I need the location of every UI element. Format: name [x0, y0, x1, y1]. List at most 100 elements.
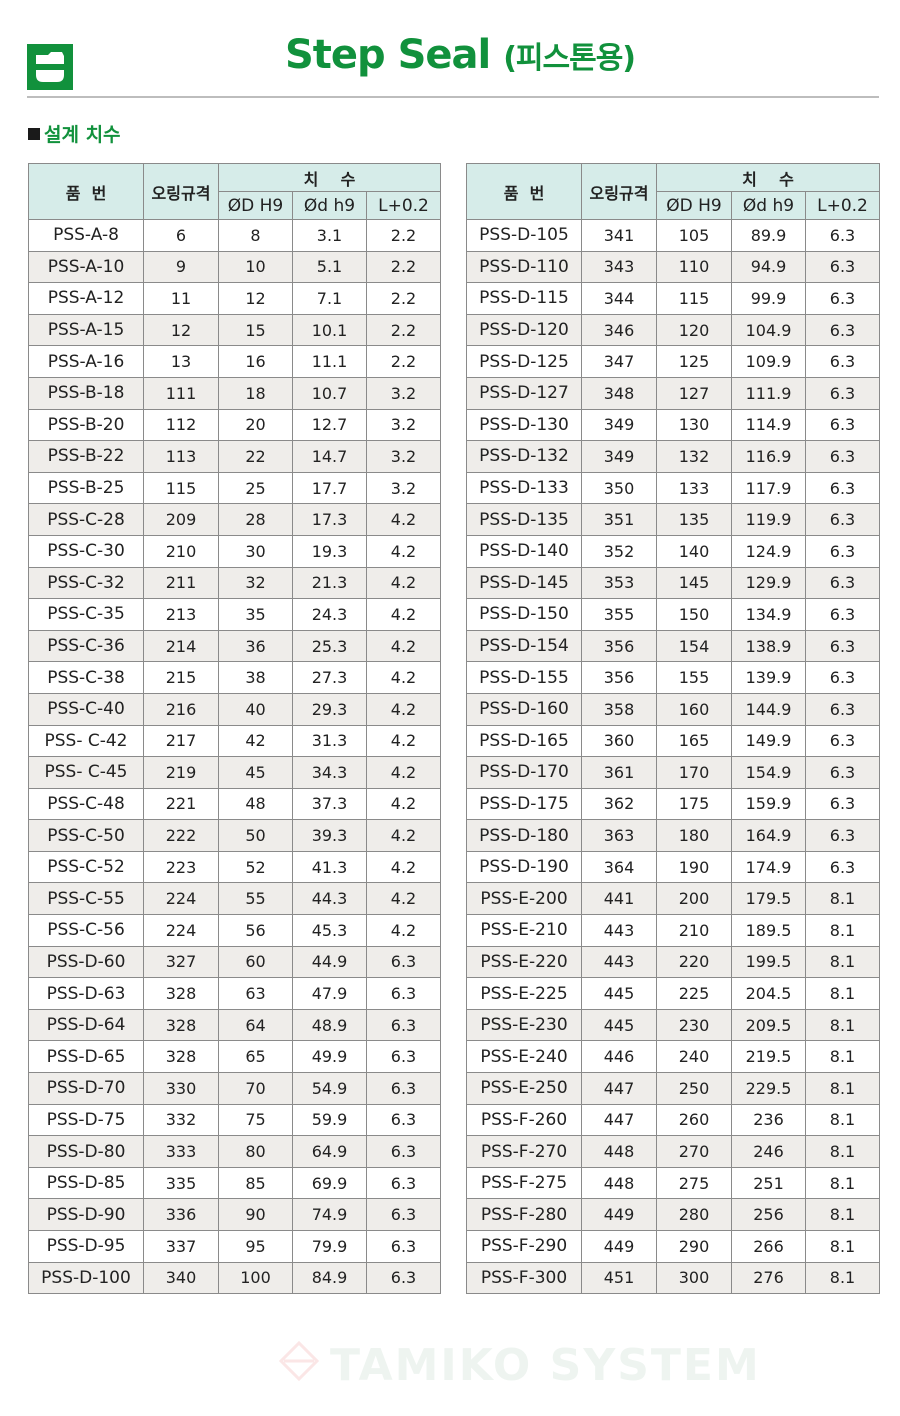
cell-oring: 353 — [581, 566, 657, 600]
header-d-outer: ØD H9 — [218, 191, 293, 220]
cell-d-inner: 159.9 — [731, 787, 806, 821]
cell-oring: 214 — [143, 629, 219, 663]
cell-oring: 337 — [143, 1230, 219, 1263]
cell-d-outer: 18 — [218, 376, 293, 410]
cell-length: 6.3 — [805, 756, 880, 789]
cell-part-no: PSS-D-140 — [466, 534, 582, 568]
cell-d-outer: 50 — [218, 819, 293, 852]
table-row: PSS-C-52 223 52 41.3 4.2 — [28, 850, 441, 884]
cell-part-no: PSS-B-22 — [28, 440, 144, 473]
cell-oring: 113 — [143, 440, 219, 473]
cell-oring: 341 — [581, 219, 657, 252]
cell-length: 4.2 — [366, 692, 441, 726]
cell-oring: 446 — [581, 1040, 657, 1074]
table-row: PSS-B-22 113 22 14.7 3.2 — [28, 440, 441, 473]
cell-d-inner: 246 — [731, 1135, 806, 1168]
cell-d-outer: 16 — [218, 345, 293, 378]
cell-d-inner: 109.9 — [731, 345, 806, 378]
cell-d-inner: 17.7 — [292, 471, 367, 505]
cell-d-outer: 55 — [218, 882, 293, 916]
cell-part-no: PSS-C-38 — [28, 661, 144, 694]
cell-part-no: PSS-D-130 — [466, 408, 582, 442]
cell-d-inner: 139.9 — [731, 661, 806, 694]
divider — [27, 96, 879, 98]
cell-d-inner: 164.9 — [731, 819, 806, 852]
cell-oring: 328 — [143, 1040, 219, 1074]
table-row: PSS-D-165 360 165 149.9 6.3 — [466, 724, 880, 758]
cell-part-no: PSS-D-90 — [28, 1198, 144, 1231]
cell-oring: 219 — [143, 756, 219, 789]
cell-oring: 340 — [143, 1261, 219, 1295]
cell-oring: 333 — [143, 1135, 219, 1168]
cell-d-inner: 154.9 — [731, 756, 806, 789]
cell-length: 6.3 — [366, 1103, 441, 1137]
cell-length: 6.3 — [805, 598, 880, 631]
cell-d-inner: 94.9 — [731, 250, 806, 284]
cell-d-outer: 290 — [656, 1230, 732, 1263]
cell-d-inner: 189.5 — [731, 914, 806, 947]
cell-length: 6.3 — [805, 376, 880, 410]
header-oring: 오링규격 — [143, 163, 219, 220]
cell-part-no: PSS-D-132 — [466, 440, 582, 473]
table-row: PSS-B-25 115 25 17.7 3.2 — [28, 471, 441, 505]
header-length: L+0.2 — [805, 191, 880, 220]
cell-length: 6.3 — [366, 977, 441, 1010]
table-row: PSS-C-48 221 48 37.3 4.2 — [28, 787, 441, 821]
header-oring: 오링규격 — [581, 163, 657, 220]
cell-part-no: PSS-D-127 — [466, 376, 582, 410]
table-row: PSS-D-60 327 60 44.9 6.3 — [28, 945, 441, 979]
cell-length: 8.1 — [805, 1230, 880, 1263]
table-row: PSS-F-260 447 260 236 8.1 — [466, 1103, 880, 1137]
cell-oring: 330 — [143, 1072, 219, 1105]
cell-d-outer: 200 — [656, 882, 732, 916]
cell-part-no: PSS-D-80 — [28, 1135, 144, 1168]
cell-oring: 358 — [581, 692, 657, 726]
cell-part-no: PSS-D-105 — [466, 219, 582, 252]
cell-length: 6.3 — [366, 1261, 441, 1295]
cell-d-outer: 38 — [218, 661, 293, 694]
cell-part-no: PSS-C-30 — [28, 534, 144, 568]
cell-d-inner: 10.7 — [292, 376, 367, 410]
table-row: PSS-E-225 445 225 204.5 8.1 — [466, 977, 880, 1010]
cell-length: 6.3 — [805, 629, 880, 663]
cell-part-no: PSS-D-85 — [28, 1166, 144, 1200]
cell-length: 3.2 — [366, 408, 441, 442]
cell-d-outer: 135 — [656, 503, 732, 536]
cell-d-inner: 219.5 — [731, 1040, 806, 1074]
cell-oring: 336 — [143, 1198, 219, 1231]
cell-d-inner: 69.9 — [292, 1166, 367, 1200]
table-row: PSS-D-132 349 132 116.9 6.3 — [466, 440, 880, 473]
cell-d-outer: 210 — [656, 914, 732, 947]
cell-d-outer: 180 — [656, 819, 732, 852]
cell-length: 4.2 — [366, 629, 441, 663]
cell-d-outer: 240 — [656, 1040, 732, 1074]
cell-oring: 328 — [143, 1008, 219, 1042]
cell-length: 4.2 — [366, 724, 441, 758]
cell-part-no: PSS-F-260 — [466, 1103, 582, 1137]
cell-length: 3.2 — [366, 376, 441, 410]
cell-d-outer: 155 — [656, 661, 732, 694]
cell-d-inner: 41.3 — [292, 850, 367, 884]
cell-d-inner: 84.9 — [292, 1261, 367, 1295]
cell-d-outer: 70 — [218, 1072, 293, 1105]
cell-oring: 12 — [143, 313, 219, 347]
cell-oring: 210 — [143, 534, 219, 568]
cell-part-no: PSS-F-270 — [466, 1135, 582, 1168]
table-row: PSS-C-30 210 30 19.3 4.2 — [28, 534, 441, 568]
cell-part-no: PSS-C-32 — [28, 566, 144, 600]
cell-length: 4.2 — [366, 787, 441, 821]
cell-oring: 445 — [581, 1008, 657, 1042]
cell-part-no: PSS-A-10 — [28, 250, 144, 284]
cell-part-no: PSS-B-20 — [28, 408, 144, 442]
cell-oring: 112 — [143, 408, 219, 442]
cell-d-outer: 127 — [656, 376, 732, 410]
cell-oring: 445 — [581, 977, 657, 1010]
table-row: PSS-D-127 348 127 111.9 6.3 — [466, 376, 880, 410]
table-row: PSS-C-56 224 56 45.3 4.2 — [28, 914, 441, 947]
cell-d-outer: 170 — [656, 756, 732, 789]
cell-length: 6.3 — [805, 282, 880, 315]
cell-d-outer: 225 — [656, 977, 732, 1010]
cell-part-no: PSS-C-35 — [28, 598, 144, 631]
cell-oring: 348 — [581, 376, 657, 410]
dimension-table-right: 품 번 오링규격 치 수 ØD H9 Ød h9 L+0.2 PSS-D-105 341 1… — [466, 163, 880, 1295]
